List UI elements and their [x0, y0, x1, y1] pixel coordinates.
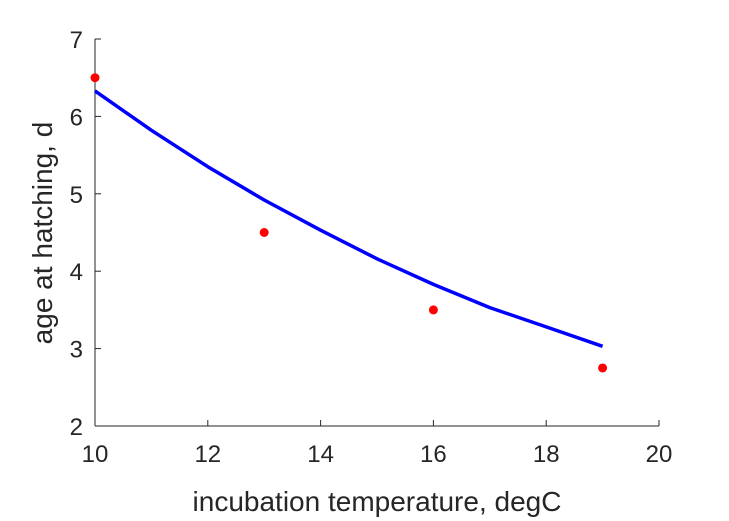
axes: 10 12 14 16 18 20 2 3 4 5 6 7 [70, 27, 673, 468]
data-point [259, 228, 269, 237]
y-tick-label: 2 [70, 414, 83, 441]
y-tick-label: 6 [70, 104, 83, 131]
fit-curve [93, 89, 604, 348]
data-point [428, 305, 438, 315]
data-point [598, 363, 608, 373]
series-layer [90, 73, 608, 373]
x-tick-label: 10 [82, 441, 109, 468]
x-tick-label: 20 [646, 441, 673, 468]
x-tick-label: 12 [194, 441, 221, 468]
data-point [90, 73, 100, 83]
y-tick-label: 4 [70, 259, 83, 286]
y-tick-label: 7 [70, 27, 83, 54]
x-tick-label: 14 [307, 441, 334, 468]
x-tick-label: 16 [420, 441, 447, 468]
y-tick-label: 5 [70, 182, 83, 209]
x-axis-label: incubation temperature, degC [193, 486, 562, 517]
y-axis-label: age at hatching, d [27, 122, 58, 345]
y-tick-label: 3 [70, 337, 83, 364]
x-tick-label: 18 [533, 441, 560, 468]
